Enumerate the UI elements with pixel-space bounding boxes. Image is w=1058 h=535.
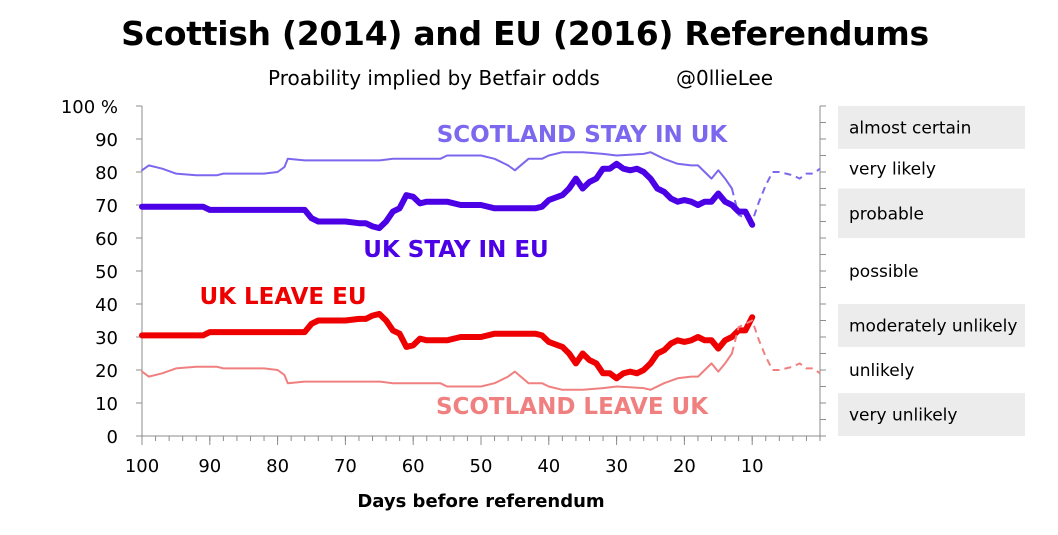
- series-line-scotland-leave-uk: [141, 352, 733, 391]
- band-label-almost-certain: almost certain: [849, 118, 971, 138]
- y-tick-label: 30: [95, 328, 118, 349]
- series-lines: [139, 151, 821, 391]
- annotation-uk-leave-eu: UK LEAVE EU: [199, 284, 366, 310]
- series-annotations: SCOTLAND STAY IN UK UK STAY IN EU UK LEAVE…: [199, 122, 728, 420]
- y-tick-label: 90: [95, 130, 118, 151]
- chart-credit: @0llieLee: [676, 66, 774, 90]
- annotation-scotland-stay-in-uk: SCOTLAND STAY IN UK: [437, 122, 729, 148]
- band-label-possible: possible: [849, 262, 919, 282]
- likelihood-bands: almost certain very likely probable possibl…: [838, 106, 1025, 436]
- y-tick-label: 0: [107, 427, 118, 448]
- chart-title: Scottish (2014) and EU (2016) Referendum…: [121, 14, 929, 53]
- x-tick-label: 80: [266, 456, 289, 477]
- series-line-scotland-stay-in-uk: [141, 151, 733, 190]
- x-tick-label: 30: [605, 456, 628, 477]
- annotation-uk-stay-in-eu: UK STAY IN EU: [363, 237, 548, 263]
- x-tick-label: 100: [125, 456, 159, 477]
- y-tick-label: 100 %: [61, 97, 118, 118]
- y-tick-label: 20: [95, 361, 118, 382]
- series-dashed-scotland-stay-in-uk: [730, 167, 821, 223]
- y-tick-label: 10: [95, 394, 118, 415]
- band-label-unlikely: unlikely: [849, 361, 914, 381]
- band-label-moderately-unlikely: moderately unlikely: [849, 316, 1017, 336]
- band-label-probable: probable: [849, 204, 924, 224]
- chart-subtitle: Proability implied by Betfair odds: [268, 66, 600, 90]
- y-tick-label: 80: [95, 163, 118, 184]
- y-tick-label: 60: [95, 229, 118, 250]
- series-dashed-scotland-leave-uk: [730, 319, 821, 375]
- series-line-uk-stay-in-eu: [139, 160, 756, 232]
- band-probable: [838, 188, 1025, 238]
- x-tick-label: 60: [402, 456, 425, 477]
- x-axis-title: Days before referendum: [357, 491, 604, 512]
- x-tick-label: 70: [334, 456, 357, 477]
- x-tick-label: 50: [470, 456, 493, 477]
- y-tick-label: 70: [95, 196, 118, 217]
- chart-axes: 0 10 20 30 40 50 60 70 80 90 100 % 100 90 80 70 60 50 40 3…: [61, 97, 826, 512]
- band-moderately-unlikely: [838, 304, 1025, 347]
- x-tick-label: 40: [537, 456, 560, 477]
- annotation-scotland-leave-uk: SCOTLAND LEAVE UK: [436, 394, 709, 420]
- series-line-uk-leave-eu: [139, 310, 756, 382]
- band-label-very-likely: very likely: [849, 160, 936, 180]
- x-tick-label: 10: [741, 456, 764, 477]
- y-tick-label: 50: [95, 262, 118, 283]
- x-tick-label: 90: [198, 456, 221, 477]
- band-almost-certain: [838, 106, 1025, 149]
- band-very-unlikely: [838, 393, 1025, 436]
- x-tick-label: 20: [673, 456, 696, 477]
- y-tick-label: 40: [95, 295, 118, 316]
- band-label-very-unlikely: very unlikely: [849, 406, 957, 426]
